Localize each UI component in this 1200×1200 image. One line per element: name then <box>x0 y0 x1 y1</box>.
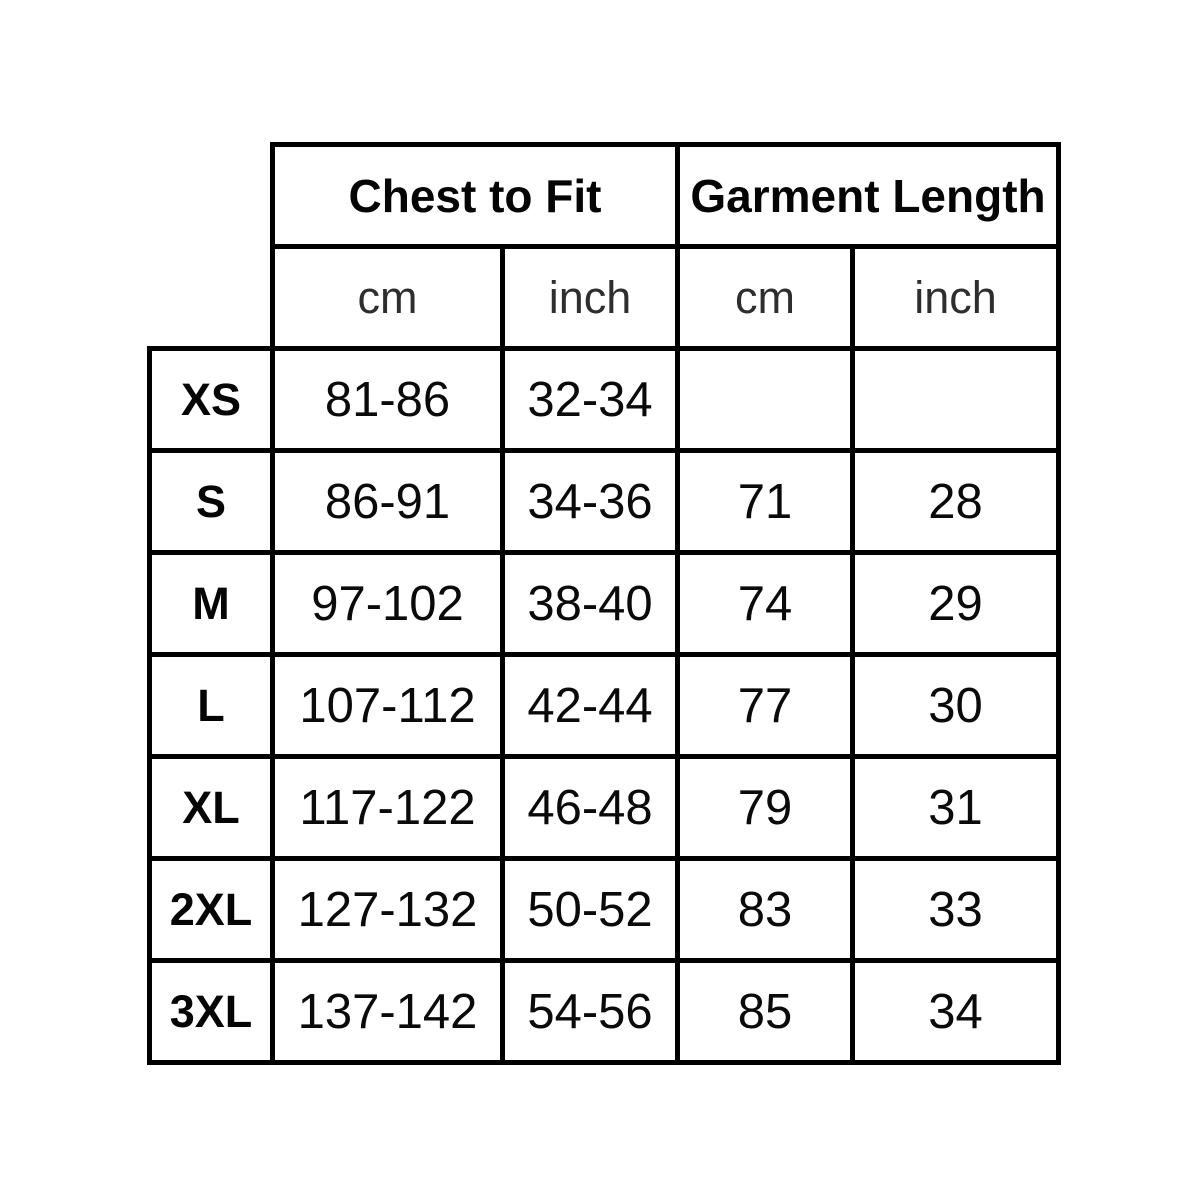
unit-header-length-cm: cm <box>675 244 856 351</box>
chest-inch-cell: 42-44 <box>499 652 681 759</box>
unit-header-chest-inch: inch <box>499 244 681 351</box>
table-row-s: S 86-91 34-36 71 28 <box>147 448 1062 555</box>
chest-inch-cell: 38-40 <box>499 550 681 657</box>
group-header-row: Chest to Fit Garment Length <box>150 142 1062 249</box>
length-inch-cell: 31 <box>850 754 1062 861</box>
size-label: 2XL <box>147 856 275 963</box>
length-inch-cell: 34 <box>850 958 1062 1065</box>
table-row-3xl: 3XL 137-142 54-56 85 34 <box>147 958 1062 1065</box>
chest-cm-cell: 86-91 <box>270 448 505 555</box>
corner-spacer <box>150 247 273 349</box>
length-inch-cell: 28 <box>850 448 1062 555</box>
length-inch-cell: 30 <box>850 652 1062 759</box>
table-row-xs: XS 81-86 32-34 <box>147 346 1062 453</box>
corner-spacer <box>150 145 273 247</box>
column-group-chest-to-fit: Chest to Fit <box>269 142 681 249</box>
table-row-m: M 97-102 38-40 74 29 <box>147 550 1062 657</box>
chest-inch-cell: 46-48 <box>499 754 681 861</box>
chest-inch-cell: 50-52 <box>499 856 681 963</box>
size-label: L <box>147 652 275 759</box>
chest-inch-cell: 54-56 <box>499 958 681 1065</box>
table-row-xl: XL 117-122 46-48 79 31 <box>147 754 1062 861</box>
size-label: S <box>147 448 275 555</box>
chest-inch-cell: 34-36 <box>499 448 681 555</box>
size-label: 3XL <box>147 958 275 1065</box>
chest-cm-cell: 117-122 <box>270 754 505 861</box>
chest-cm-cell: 81-86 <box>270 346 505 453</box>
length-inch-cell: 29 <box>850 550 1062 657</box>
chest-cm-cell: 107-112 <box>270 652 505 759</box>
column-group-garment-length: Garment Length <box>675 142 1062 249</box>
size-chart-table: Chest to Fit Garment Length cm inch cm i… <box>147 142 1062 1065</box>
unit-header-chest-cm: cm <box>270 244 505 351</box>
chest-cm-cell: 137-142 <box>270 958 505 1065</box>
table-row-l: L 107-112 42-44 77 30 <box>147 652 1062 759</box>
chest-cm-cell: 127-132 <box>270 856 505 963</box>
length-cm-cell: 74 <box>675 550 856 657</box>
chest-inch-cell: 32-34 <box>499 346 681 453</box>
size-label: M <box>147 550 275 657</box>
length-inch-cell: 33 <box>850 856 1062 963</box>
unit-header-row: cm inch cm inch <box>150 244 1062 351</box>
length-cm-cell: 83 <box>675 856 856 963</box>
size-label: XS <box>147 346 275 453</box>
unit-header-length-inch: inch <box>850 244 1062 351</box>
length-cm-cell: 77 <box>675 652 856 759</box>
size-label: XL <box>147 754 275 861</box>
table-row-2xl: 2XL 127-132 50-52 83 33 <box>147 856 1062 963</box>
chest-cm-cell: 97-102 <box>270 550 505 657</box>
length-inch-cell <box>850 346 1062 453</box>
length-cm-cell: 85 <box>675 958 856 1065</box>
length-cm-cell: 79 <box>675 754 856 861</box>
length-cm-cell <box>675 346 856 453</box>
length-cm-cell: 71 <box>675 448 856 555</box>
